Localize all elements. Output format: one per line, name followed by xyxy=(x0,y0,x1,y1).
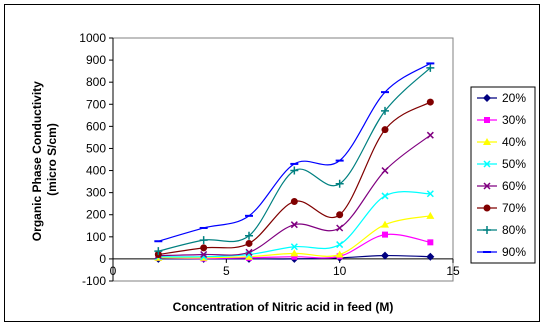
series-60-pct xyxy=(154,131,434,260)
series-80-pct xyxy=(154,63,435,256)
data-point xyxy=(290,243,298,251)
y-axis-title-line-2: (micro S/cm) xyxy=(45,123,59,196)
data-point xyxy=(381,167,389,175)
series-layer xyxy=(154,62,435,263)
legend-item: 80% xyxy=(477,223,526,237)
plot-area xyxy=(112,37,454,282)
y-tick-label: 1000 xyxy=(79,31,106,45)
y-tick-label: 100 xyxy=(86,230,106,244)
data-point xyxy=(290,197,298,205)
data-point xyxy=(336,224,344,232)
y-axis-title-line-1: Organic Phase Conductivity xyxy=(30,81,44,241)
data-point xyxy=(291,253,298,260)
data-point xyxy=(426,252,435,261)
data-point xyxy=(245,239,253,247)
data-point xyxy=(381,126,389,134)
data-point xyxy=(290,221,298,229)
data-point xyxy=(200,244,208,252)
data-point xyxy=(427,239,434,246)
legend-item: 40% xyxy=(477,135,526,149)
series-90-pct xyxy=(154,62,435,243)
data-point xyxy=(381,106,389,115)
legend-item: 30% xyxy=(477,113,526,127)
y-axis-title: Organic Phase Conductivity (micro S/cm) xyxy=(30,78,59,241)
legend-label: 80% xyxy=(502,223,526,237)
y-tick-label: 0 xyxy=(99,252,106,266)
data-point xyxy=(199,236,208,245)
data-point xyxy=(381,251,389,260)
y-tick-label: 300 xyxy=(86,186,106,200)
legend-label: 90% xyxy=(502,245,526,259)
data-point xyxy=(426,98,434,106)
data-point xyxy=(426,190,434,198)
plot-area-border xyxy=(112,37,454,282)
legend-label: 60% xyxy=(502,179,526,193)
data-point xyxy=(335,179,344,188)
legend-swatch-marker xyxy=(483,182,491,190)
legend-item: 60% xyxy=(477,179,526,193)
y-tick-label: 200 xyxy=(86,208,106,222)
chart-frame: -100 0 100 200 300 400 500 600 700 800 900 1000 0 5 10… xyxy=(4,4,540,322)
legend-item: 90% xyxy=(477,245,526,259)
legend-label: 30% xyxy=(502,113,526,127)
legend-label: 40% xyxy=(502,135,526,149)
data-point xyxy=(154,247,163,256)
y-tick-label: 600 xyxy=(86,119,106,133)
data-point xyxy=(200,250,208,259)
data-point xyxy=(245,252,253,260)
data-point xyxy=(245,231,253,240)
series-70-pct xyxy=(154,98,434,258)
legend-box xyxy=(470,86,536,264)
legend-swatch-marker xyxy=(483,204,491,212)
axes: -100 0 100 200 300 400 500 600 700 800 900 1000 0 5 10… xyxy=(79,31,460,288)
data-point xyxy=(426,131,434,139)
x-axis-title: Concentration of Nitric acid in feed (M) xyxy=(173,300,394,314)
data-point xyxy=(426,211,435,219)
data-point xyxy=(382,231,388,238)
conductivity-chart: -100 0 100 200 300 400 500 600 700 800 900 1000 0 5 10… xyxy=(30,31,536,314)
legend-item: 20% xyxy=(477,91,526,105)
data-point xyxy=(290,249,299,257)
data-point xyxy=(426,63,435,72)
data-point xyxy=(336,241,344,249)
legend-item: 70% xyxy=(477,201,526,215)
x-tick-label: 10 xyxy=(333,264,347,278)
legend-swatch-marker xyxy=(483,226,491,234)
legend-label: 70% xyxy=(502,201,526,215)
data-point xyxy=(336,211,344,219)
x-tick-label: 15 xyxy=(446,264,460,278)
data-point xyxy=(245,248,253,256)
legend-swatch-marker xyxy=(483,160,491,168)
x-tick-label: 5 xyxy=(223,264,230,278)
y-tick-label: 400 xyxy=(86,164,106,178)
data-point xyxy=(381,220,389,228)
legend-swatch-marker xyxy=(484,117,490,123)
legend-swatch-marker xyxy=(483,138,491,145)
data-point xyxy=(381,192,389,200)
data-point xyxy=(335,250,344,258)
series-40-pct xyxy=(154,211,435,261)
x-tick-label: 0 xyxy=(110,264,117,278)
legend-label: 20% xyxy=(502,91,526,105)
legend-swatch-marker xyxy=(483,94,491,102)
y-tick-label: -100 xyxy=(82,274,106,288)
y-tick-label: 900 xyxy=(86,53,106,67)
y-tick-label: 700 xyxy=(86,97,106,111)
legend-item: 50% xyxy=(477,157,526,171)
y-tick-label: 500 xyxy=(86,141,106,155)
legend-label: 50% xyxy=(502,157,526,171)
data-point xyxy=(290,166,299,175)
legend: 20% 30% 40% 50% 60% 70% 80% 90% xyxy=(470,86,536,264)
y-tick-label: 800 xyxy=(86,75,106,89)
